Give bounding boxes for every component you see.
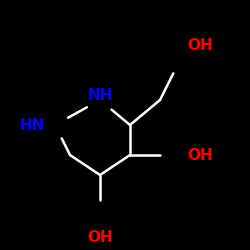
- Text: OH: OH: [187, 148, 213, 162]
- Text: HN: HN: [20, 118, 45, 132]
- Text: OH: OH: [187, 38, 213, 52]
- Text: OH: OH: [87, 230, 113, 245]
- Text: NH: NH: [87, 88, 113, 102]
